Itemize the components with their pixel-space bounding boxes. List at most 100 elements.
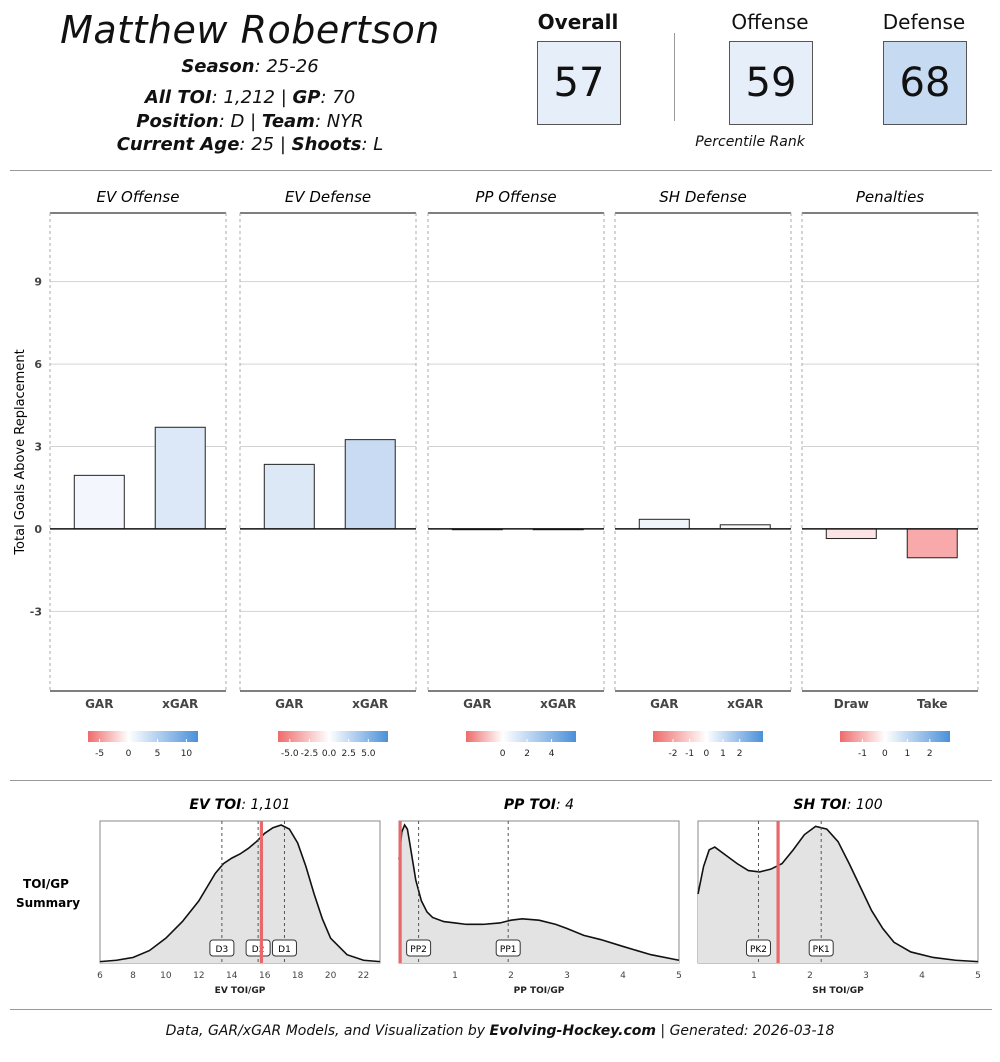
density-panel: PP TOI: 4 PP2 PP1 1 2 3 4 5 PP TOI/GP — [398, 797, 682, 996]
panel-title: SH Defense — [659, 188, 746, 206]
y-tick-label: 0 — [34, 523, 42, 536]
role-marker-box — [808, 939, 834, 957]
x-tick-label: xGAR — [727, 697, 763, 711]
x-tick-label: 20 — [325, 971, 337, 981]
x-tick-label: 22 — [358, 971, 369, 981]
density-curve — [99, 824, 381, 963]
density-title-value: : 4 — [556, 797, 574, 813]
shoots-label: Shoots — [291, 134, 362, 155]
age-shoots-line: Current Age: 25 | Shoots: L — [40, 134, 460, 155]
density-curve — [398, 823, 680, 962]
role-marker-box — [245, 939, 271, 957]
toi-gp-line: All TOI: 1,212 | GP: 70 — [40, 87, 460, 108]
role-marker-label: D2 — [252, 945, 265, 955]
y-tick-label: 6 — [34, 358, 42, 371]
legend-colorbar — [278, 731, 388, 742]
rank-divider — [674, 33, 675, 121]
density-area — [100, 825, 380, 963]
density-panel-title: SH TOI: 100 — [793, 797, 882, 813]
density-area — [698, 826, 978, 963]
density-area — [399, 825, 679, 963]
x-tick-label: 12 — [193, 971, 204, 981]
role-marker-box — [495, 939, 521, 957]
gp-label: GP — [292, 87, 321, 108]
x-axis-label: PP TOI/GP — [514, 986, 565, 996]
legend-tick-label: 0 — [882, 749, 888, 759]
legend-tick-label: -5.0 — [281, 749, 299, 759]
legend-tick-label: 4 — [549, 749, 555, 759]
x-tick-label: xGAR — [162, 697, 198, 711]
density-panel: SH TOI: 100 PK2 PK1 1 2 3 4 5 SH TOI/GP — [697, 797, 981, 996]
legend-colorbar — [653, 731, 763, 742]
toi-label: All TOI — [144, 87, 212, 108]
x-tick-label: GAR — [650, 697, 678, 711]
x-tick-label: 1 — [452, 971, 458, 981]
y-tick-label: 3 — [34, 441, 42, 454]
x-tick-label: 3 — [564, 971, 570, 981]
x-tick-label: GAR — [85, 697, 113, 711]
footer-suffix: | Generated: 2026-03-18 — [655, 1023, 835, 1039]
legend-tick-label: 2 — [927, 749, 933, 759]
x-tick-label: 4 — [620, 971, 626, 981]
bar — [73, 474, 125, 530]
row-label: TOI/GP — [23, 877, 69, 891]
legend-tick-label: 1 — [720, 749, 726, 759]
bar — [638, 518, 690, 530]
bar-panel: Penalties Draw Take -1 0 1 2 — [801, 188, 979, 759]
footer-brand: Evolving-Hockey.com — [489, 1023, 656, 1039]
overall-rank-box: 57 — [537, 41, 621, 125]
legend-tick-label: 2 — [737, 749, 743, 759]
panel-title: EV Offense — [97, 188, 180, 206]
legend-colorbar — [466, 731, 576, 742]
x-tick-label: 2 — [508, 971, 514, 981]
legend-tick-label: 5 — [155, 749, 161, 759]
legend-tick-label: 1 — [904, 749, 910, 759]
legend-tick-label: 0 — [126, 749, 132, 759]
role-marker-label: PP2 — [410, 945, 427, 955]
bar-panel: PP Offense GAR xGAR 0 2 4 — [427, 188, 605, 759]
bar-panel: EV Defense GAR xGAR -5.0 -2.5 0.0 2.5 5.0 — [239, 188, 417, 759]
role-marker-box — [271, 939, 297, 957]
season-value: : 25-26 — [254, 56, 319, 77]
density-title-value: : 1,101 — [241, 797, 290, 813]
y-tick-label: -3 — [30, 605, 42, 618]
footer-prefix: Data, GAR/xGAR Models, and Visualization… — [165, 1023, 490, 1039]
role-marker-label: PK1 — [813, 945, 830, 955]
panel-title: Penalties — [856, 188, 924, 206]
density-title-value: : 100 — [847, 797, 883, 813]
bar — [825, 528, 877, 540]
x-tick-label: 6 — [97, 971, 103, 981]
density-panel-title: EV TOI: 1,101 — [189, 797, 290, 813]
x-tick-label: 5 — [975, 971, 981, 981]
legend-tick-label: 0 — [703, 749, 709, 759]
bar — [344, 439, 396, 530]
middle-rule — [10, 780, 992, 781]
x-tick-label: xGAR — [352, 697, 388, 711]
role-marker-label: PK2 — [750, 945, 767, 955]
role-marker-label: D3 — [216, 945, 229, 955]
age-value: : 25 | — [239, 134, 292, 155]
age-label: Current Age — [116, 134, 240, 155]
team-value: : NYR — [314, 111, 364, 132]
legend-tick-label: 5.0 — [361, 749, 376, 759]
density-title-label: EV TOI — [189, 797, 241, 813]
density-panel: EV TOI: 1,101 D3 D2 D1 6 8 10 12 14 16 18 20 22 EV TO… — [97, 797, 381, 996]
team-label: Team — [261, 111, 315, 132]
legend-tick-label: -5 — [95, 749, 104, 759]
offense-rank-box: 59 — [729, 41, 813, 125]
toi-value: : 1,212 | — [211, 87, 293, 108]
x-axis-label: SH TOI/GP — [812, 986, 864, 996]
x-tick-label: 3 — [863, 971, 869, 981]
legend-tick-label: -2.5 — [301, 749, 319, 759]
x-tick-label: 10 — [160, 971, 172, 981]
role-marker-label: D1 — [278, 945, 291, 955]
x-axis-label: EV TOI/GP — [215, 986, 266, 996]
role-marker-label: PP1 — [500, 945, 517, 955]
bar — [906, 528, 958, 559]
position-value: : D | — [218, 111, 262, 132]
row-label: Summary — [16, 896, 80, 910]
legend-tick-label: 0 — [500, 749, 506, 759]
density-panel-title: PP TOI: 4 — [504, 797, 574, 813]
panel-title: PP Offense — [475, 188, 556, 206]
